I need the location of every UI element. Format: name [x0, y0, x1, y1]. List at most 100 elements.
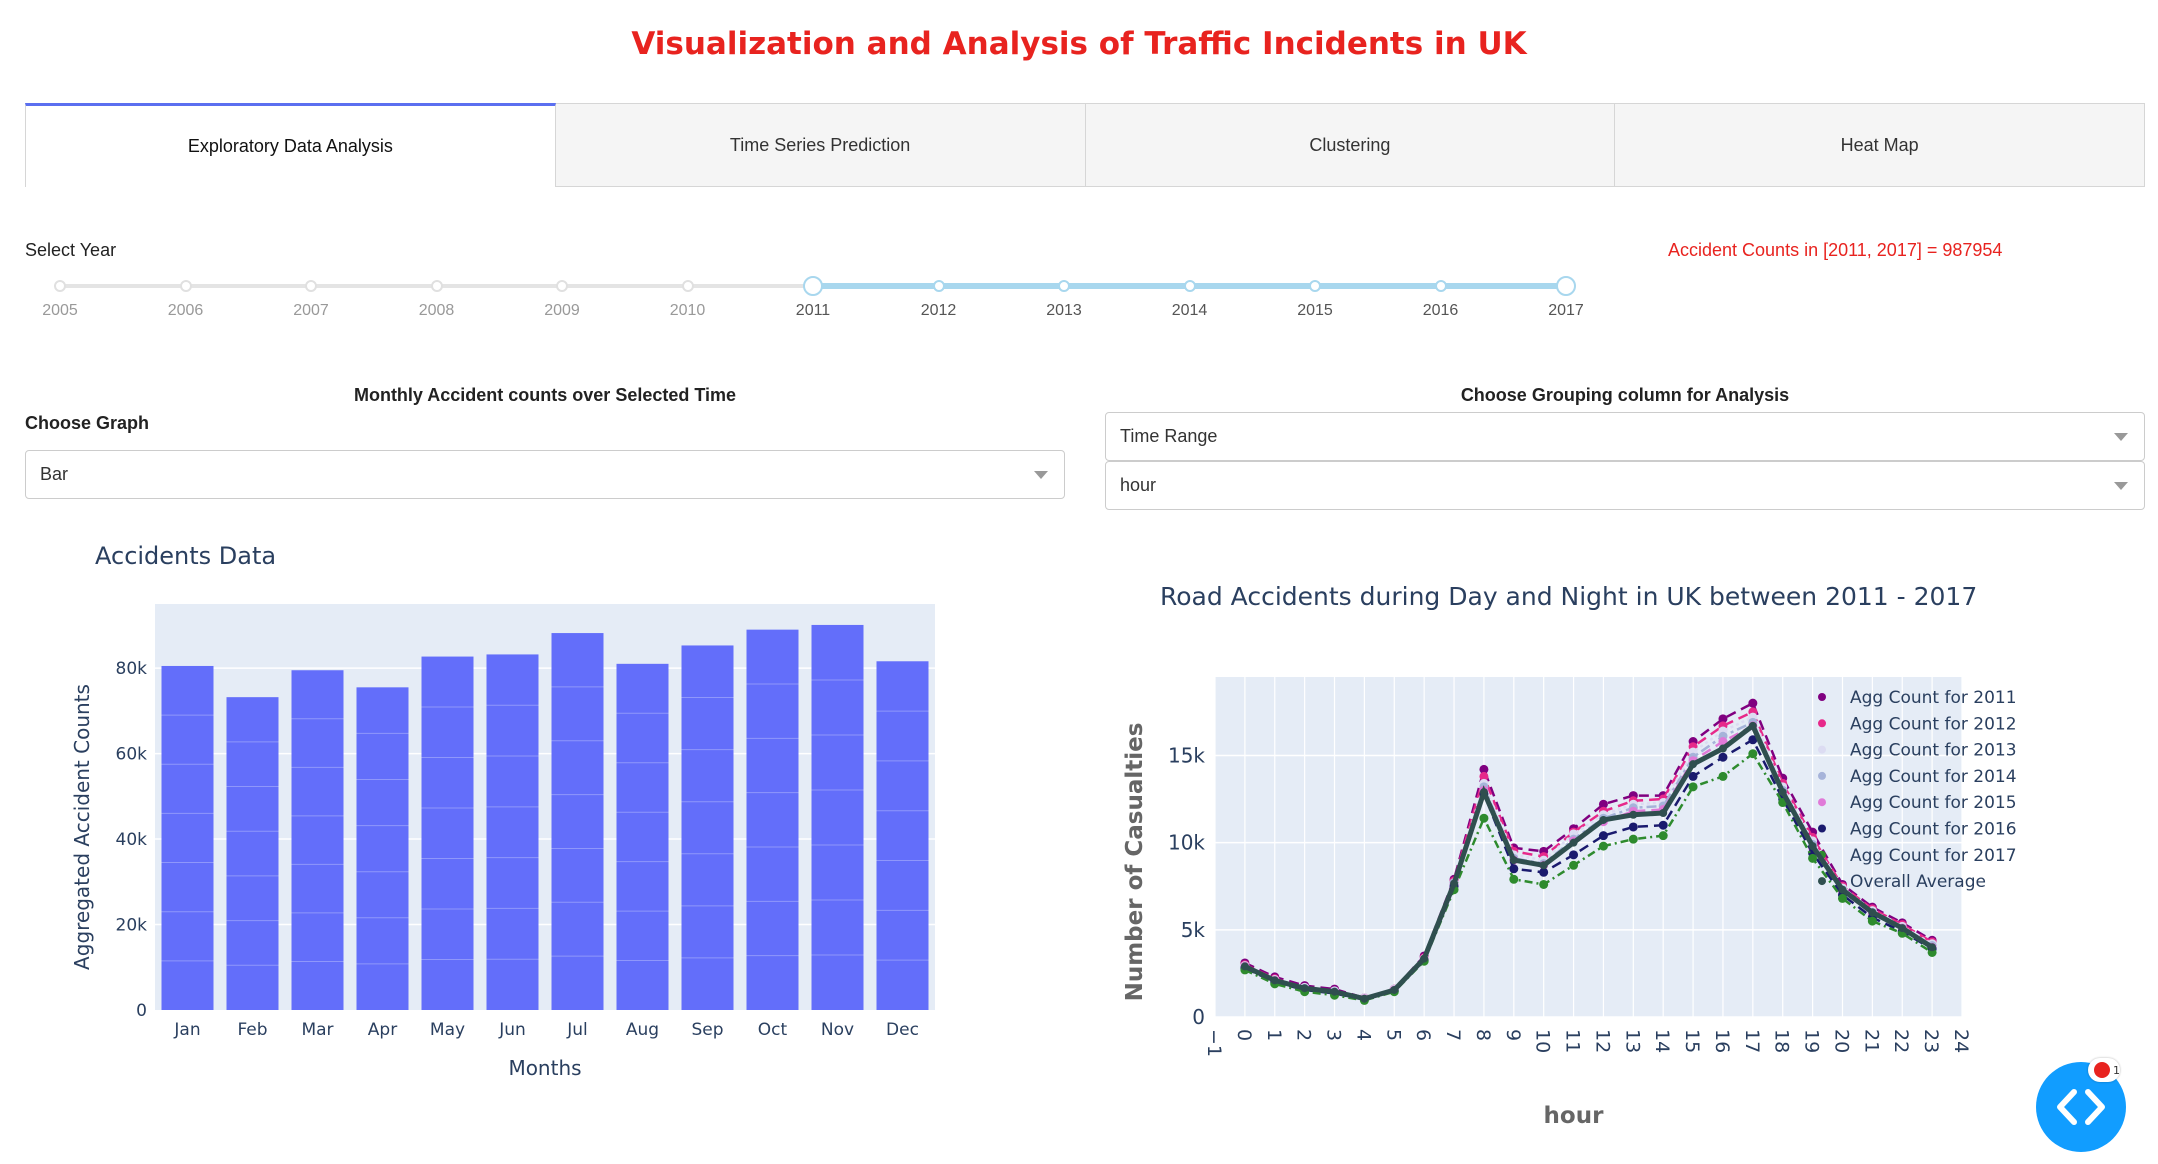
bar-Jul — [551, 633, 604, 1010]
x-tick-label: 10 — [1532, 1029, 1554, 1053]
svg-text:1: 1 — [2113, 1064, 2120, 1077]
x-tick-label: 5 — [1382, 1029, 1404, 1041]
slider-dot[interactable] — [1309, 280, 1321, 292]
slider-mark-2010[interactable]: 2010 — [669, 302, 706, 319]
slider-dot[interactable] — [681, 280, 694, 292]
series-point — [1479, 771, 1489, 781]
tab-heat-map[interactable]: Heat Map — [1615, 103, 2145, 187]
graph-type-dropdown[interactable]: Bar — [25, 450, 1065, 499]
bar-Jan — [161, 665, 214, 1010]
x-tick-label: 22 — [1890, 1029, 1912, 1053]
bar-Feb — [226, 697, 279, 1010]
slider-dot[interactable] — [305, 280, 317, 292]
series-point — [1569, 850, 1579, 860]
debug-toggle-button[interactable] — [2036, 1062, 2126, 1152]
series-point — [1628, 834, 1638, 844]
chart-title: Road Accidents during Day and Night in U… — [1160, 582, 1977, 611]
legend-label: Agg Count for 2015 — [1850, 793, 2017, 813]
slider-mark-2015[interactable]: 2015 — [1297, 302, 1333, 319]
x-tick-label: 17 — [1741, 1029, 1763, 1053]
x-tick-label: 20 — [1830, 1029, 1852, 1053]
tab-clustering[interactable]: Clustering — [1085, 103, 1616, 187]
slider-dot[interactable] — [430, 280, 443, 292]
x-tick-label: Feb — [237, 1020, 267, 1040]
x-tick-label: 23 — [1920, 1029, 1942, 1053]
slider-dot[interactable] — [556, 280, 568, 292]
graph-type-value: Bar — [40, 464, 69, 484]
grouping-dropdown[interactable]: Time Range — [1105, 412, 2145, 461]
monthly-counts-heading: Monthly Accident counts over Selected Ti… — [353, 385, 737, 405]
slider-dot[interactable] — [54, 280, 66, 292]
tab-exploratory-data-analysis[interactable]: Exploratory Data Analysis — [25, 103, 556, 187]
bar-Mar — [291, 670, 344, 1010]
x-tick-label: Jan — [173, 1020, 200, 1040]
slider-mark-2005[interactable]: 2005 — [42, 302, 78, 319]
series-point — [1509, 874, 1519, 884]
legend-marker — [1818, 771, 1826, 780]
x-tick-label: 14 — [1651, 1029, 1673, 1053]
chart-title: Accidents Data — [95, 542, 276, 570]
legend-label: Agg Count for 2014 — [1850, 767, 2017, 787]
tab-time-series-prediction[interactable]: Time Series Prediction — [555, 103, 1086, 187]
x-tick-label: −1 — [1203, 1029, 1225, 1057]
series-point — [1240, 962, 1249, 971]
series-point — [1509, 864, 1519, 874]
slider-dot[interactable] — [1434, 280, 1447, 292]
series-point — [1360, 994, 1369, 1003]
slider-handle-start[interactable] — [803, 276, 823, 296]
x-tick-label: May — [430, 1020, 465, 1040]
y-axis-label: Aggregated Accident Counts — [70, 684, 94, 970]
y-tick-label: 60k — [116, 745, 148, 765]
slider-mark-2007[interactable]: 2007 — [293, 302, 329, 319]
series-point — [1867, 916, 1877, 926]
slider-handle-end[interactable] — [1556, 276, 1576, 296]
series-line-8 — [1243, 721, 1934, 1002]
x-tick-label: 2 — [1293, 1029, 1315, 1041]
x-tick-label: 1 — [1263, 1029, 1285, 1041]
slider-mark-2012[interactable]: 2012 — [920, 302, 957, 319]
y-tick-label: 0 — [136, 1001, 147, 1021]
slider-dot[interactable] — [1183, 280, 1196, 292]
x-tick-label: Jul — [566, 1020, 588, 1040]
slider-dot[interactable] — [1058, 280, 1070, 292]
x-tick-label: 13 — [1621, 1029, 1643, 1053]
y-tick-label: 15k — [1168, 743, 1205, 767]
series-point — [1420, 954, 1429, 963]
series-point — [1539, 867, 1549, 877]
slider-mark-2006[interactable]: 2006 — [167, 302, 204, 319]
series-point — [1689, 760, 1698, 769]
series-point — [1808, 842, 1817, 851]
chevron-down-icon — [2114, 432, 2128, 441]
bar-May — [421, 656, 474, 1010]
slider-mark-2013[interactable]: 2013 — [1046, 302, 1082, 319]
slider-mark-2014[interactable]: 2014 — [1171, 302, 1208, 319]
accidents-bar-chart[interactable]: 0 20k 40k 60k 80k Jan Feb Mar Apr May Jun Jul Aug Sep… — [0, 530, 1080, 1090]
slider-mark-2009[interactable]: 2009 — [544, 302, 580, 319]
legend-marker — [1818, 824, 1826, 833]
grouping-column-dropdown[interactable]: hour — [1105, 461, 2145, 510]
x-tick-label: 7 — [1442, 1029, 1464, 1041]
slider-mark-2011[interactable]: 2011 — [795, 302, 831, 319]
legend-label: Agg Count for 2017 — [1850, 846, 2017, 866]
grouping-dropdown-value: Time Range — [1120, 426, 1218, 446]
x-tick-label: 24 — [1950, 1029, 1972, 1053]
slider-dot[interactable] — [179, 280, 192, 292]
series-point — [1837, 893, 1847, 903]
slider-mark-2008[interactable]: 2008 — [418, 302, 455, 319]
select-year-label: Select Year — [25, 240, 117, 260]
slider-dot[interactable] — [932, 280, 945, 292]
series-point — [1718, 744, 1727, 753]
plot-area — [155, 604, 935, 1010]
series-point — [1748, 735, 1758, 745]
series-point — [1838, 885, 1847, 894]
error-badge: 1 — [2088, 1058, 2120, 1082]
series-point — [1898, 924, 1907, 933]
slider-mark-2016[interactable]: 2016 — [1422, 302, 1459, 319]
year-range-slider[interactable]: 2005 2006 2007 2008 2009 2010 2011 2012 2013 2014… — [42, 276, 1584, 330]
slider-mark-2017[interactable]: 2017 — [1548, 302, 1584, 319]
x-tick-label: Jun — [498, 1020, 526, 1040]
series-point — [1748, 749, 1758, 759]
x-tick-label: Nov — [821, 1020, 854, 1040]
legend-marker — [1818, 693, 1826, 701]
